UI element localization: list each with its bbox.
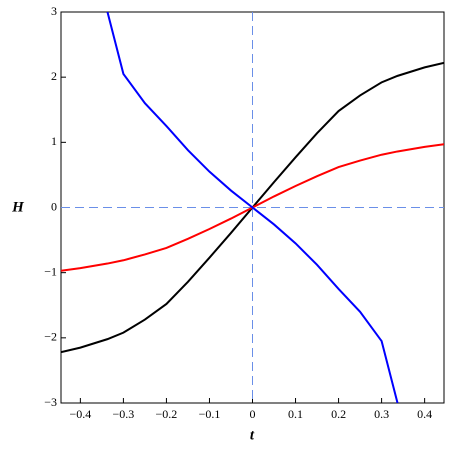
x-tick-label: 0.2 — [331, 407, 346, 421]
y-tick-label: −1 — [44, 264, 57, 278]
y-tick-label: 2 — [51, 69, 57, 83]
x-tick-label: 0.3 — [374, 407, 389, 421]
x-tick-label: 0.1 — [288, 407, 303, 421]
x-tick-label: −0.3 — [113, 407, 135, 421]
y-axis-label: H — [11, 199, 25, 215]
series-line — [106, 12, 399, 403]
x-tick-label: 0.4 — [417, 407, 432, 421]
x-tick-label: −0.2 — [156, 407, 178, 421]
y-tick-label: 1 — [51, 134, 57, 148]
y-tick-label: −2 — [44, 330, 57, 344]
x-tick-label: −0.1 — [199, 407, 221, 421]
x-tick-label: 0 — [250, 407, 256, 421]
y-tick-label: 0 — [51, 199, 57, 213]
y-tick-label: −3 — [44, 395, 57, 409]
x-axis-label: t — [250, 427, 255, 443]
x-tick-label: −0.4 — [69, 407, 91, 421]
y-tick-label: 3 — [51, 4, 57, 18]
